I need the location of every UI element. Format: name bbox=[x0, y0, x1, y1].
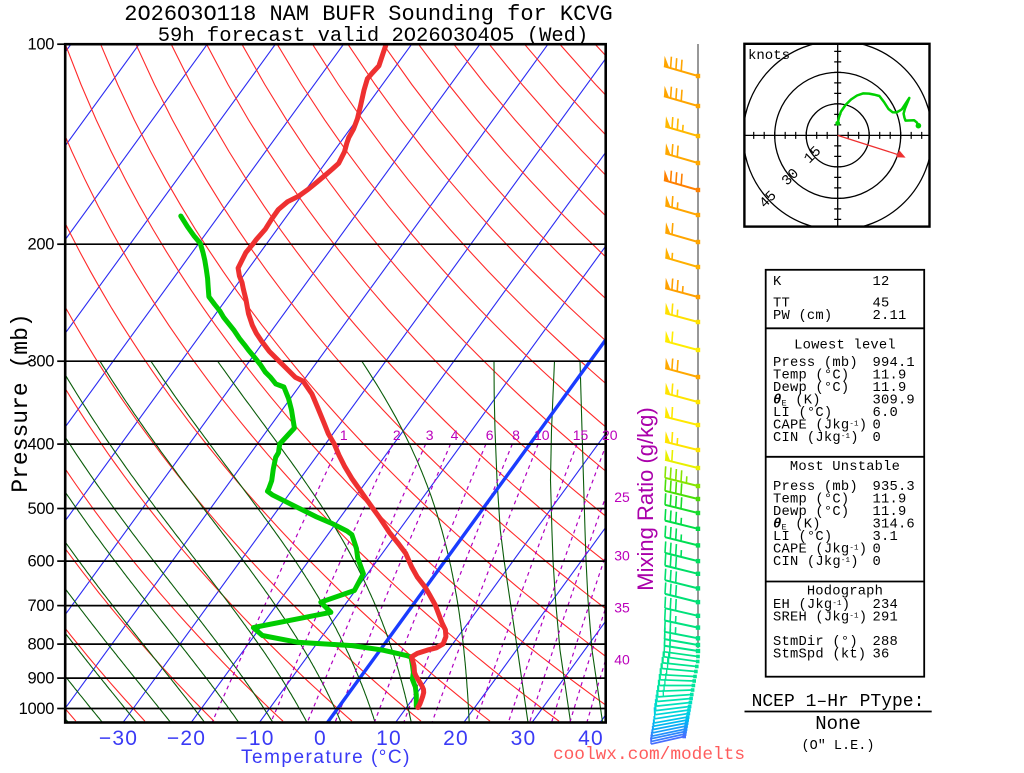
svg-text:StmSpd (kt): StmSpd (kt) bbox=[773, 647, 866, 663]
svg-text:10: 10 bbox=[534, 427, 550, 443]
svg-text:200: 200 bbox=[28, 236, 55, 254]
svg-text:1: 1 bbox=[340, 427, 348, 443]
svg-text:Most Unstable: Most Unstable bbox=[790, 459, 900, 475]
svg-text:2: 2 bbox=[393, 427, 401, 443]
svg-text:2O26O3O118 NAM BUFR Sounding f: 2O26O3O118 NAM BUFR Sounding for KCVG bbox=[124, 2, 612, 27]
svg-text:600: 600 bbox=[28, 553, 55, 571]
svg-text:2.11: 2.11 bbox=[873, 309, 907, 324]
svg-text:3: 3 bbox=[426, 427, 434, 443]
svg-text:None: None bbox=[815, 713, 861, 735]
svg-text:NCEP 1–Hr PType:: NCEP 1–Hr PType: bbox=[752, 692, 925, 712]
svg-text:1000: 1000 bbox=[19, 700, 55, 718]
svg-text:knots: knots bbox=[748, 48, 790, 64]
svg-text:800: 800 bbox=[28, 636, 55, 654]
svg-text:35: 35 bbox=[614, 600, 630, 616]
svg-text:0: 0 bbox=[873, 555, 881, 570]
svg-text:20: 20 bbox=[602, 427, 618, 443]
svg-text:59h forecast valid 2O26O3O4O5: 59h forecast valid 2O26O3O4O5 (Wed) bbox=[158, 25, 589, 48]
svg-text:25: 25 bbox=[614, 489, 630, 505]
svg-text:Mixing Ratio (g/kg): Mixing Ratio (g/kg) bbox=[633, 407, 658, 590]
svg-text:0: 0 bbox=[873, 431, 881, 446]
svg-text:15: 15 bbox=[573, 427, 589, 443]
svg-text:291: 291 bbox=[873, 611, 898, 626]
svg-text:700: 700 bbox=[28, 597, 55, 615]
svg-text:900: 900 bbox=[28, 670, 55, 688]
svg-text:30: 30 bbox=[511, 727, 537, 750]
svg-text:K: K bbox=[773, 275, 782, 290]
svg-text:−30: −30 bbox=[99, 727, 138, 750]
svg-text:40: 40 bbox=[614, 652, 630, 668]
svg-text:36: 36 bbox=[873, 648, 890, 663]
svg-text:Temperature (°C): Temperature (°C) bbox=[241, 747, 411, 768]
svg-text:12: 12 bbox=[873, 275, 890, 290]
svg-text:30: 30 bbox=[614, 548, 630, 564]
svg-text:20: 20 bbox=[443, 727, 469, 750]
svg-text:Lowest level: Lowest level bbox=[794, 338, 896, 354]
svg-text:PW (cm): PW (cm) bbox=[773, 308, 832, 324]
svg-text:500: 500 bbox=[28, 500, 55, 518]
svg-text:6: 6 bbox=[486, 427, 494, 443]
svg-text:−20: −20 bbox=[167, 727, 206, 750]
svg-text:coolwx.com/modelts: coolwx.com/modelts bbox=[553, 745, 745, 765]
svg-text:100: 100 bbox=[28, 36, 55, 54]
svg-text:Pressure (mb): Pressure (mb) bbox=[8, 313, 34, 492]
svg-text:8: 8 bbox=[512, 427, 520, 443]
svg-text:4: 4 bbox=[451, 427, 459, 443]
svg-text:(O" L.E.): (O" L.E.) bbox=[802, 739, 875, 754]
